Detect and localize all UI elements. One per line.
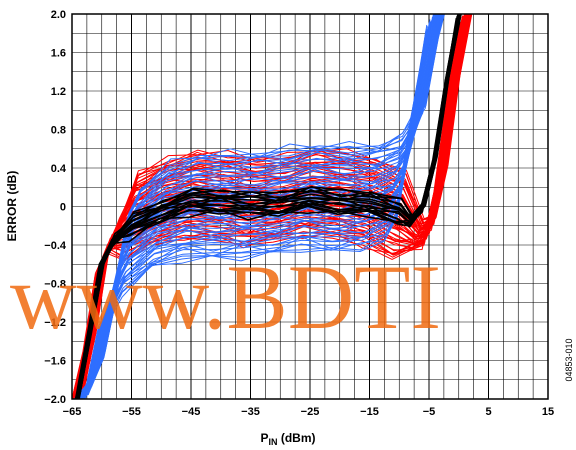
x-axis-label-main: P (260, 431, 268, 445)
x-tick-label: −5 (423, 406, 436, 418)
y-tick-label: −1.6 (44, 356, 66, 368)
x-axis-label-sub: IN (269, 437, 278, 447)
x-tick-label: −55 (122, 406, 141, 418)
x-tick-label: −15 (360, 406, 379, 418)
y-tick-label: 2.0 (51, 9, 66, 21)
watermark: www.BDTI (10, 246, 441, 348)
x-tick-label: −35 (241, 406, 260, 418)
x-axis-label-unit: (dBm) (278, 431, 316, 445)
y-axis-label: ERROR (dB) (5, 171, 19, 242)
x-tick-label: −25 (301, 406, 320, 418)
x-tick-label: 5 (485, 406, 491, 418)
y-tick-label: −0.4 (44, 240, 67, 252)
y-tick-label: 0.8 (51, 125, 66, 137)
x-tick-label: 15 (542, 406, 554, 418)
plot-frame (71, 13, 549, 400)
y-tick-label: 0 (60, 202, 66, 214)
y-tick-label: 0.4 (51, 163, 67, 175)
y-tick-label: −2.0 (44, 394, 66, 406)
y-tick-label: 1.6 (51, 48, 66, 60)
figure-id: 04853-010 (564, 338, 574, 381)
curves (71, 13, 473, 400)
x-axis-label: PIN (dBm) (260, 431, 315, 447)
y-tick-label: −0.8 (44, 279, 66, 291)
series-3-line (79, 13, 462, 392)
y-tick-label: −1.2 (44, 317, 66, 329)
tick-labels: −65 −55 −45 −35 −25 −15 −5 5 15−2.0−1.6−1.2−0.8−… (44, 9, 554, 418)
series-3-line (78, 16, 461, 400)
x-tick-label: −65 (63, 406, 82, 418)
series-1-line (84, 13, 473, 385)
y-tick-label: 1.2 (51, 86, 66, 98)
x-tick-label: −45 (182, 406, 201, 418)
